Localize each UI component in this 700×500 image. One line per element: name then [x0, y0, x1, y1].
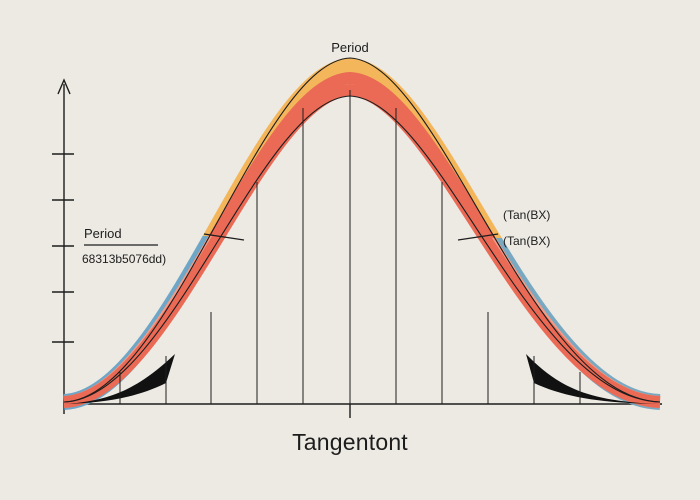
top-period-label: Period [331, 40, 369, 55]
middle-band-upper [206, 71, 497, 239]
left-code-label: 68313b5076dd) [82, 252, 167, 266]
outer-band-upper [200, 57, 503, 239]
bottom-title: Tangentont [292, 429, 408, 455]
right-tan-label-lower: (Tan(BX) [503, 234, 551, 248]
curve-bands [63, 57, 661, 410]
left-period-label: Period [84, 226, 122, 241]
y-axis [52, 78, 74, 414]
vertical-guides [119, 90, 581, 404]
annotation-marks [84, 233, 499, 246]
curve-outline [63, 57, 661, 403]
x-axis [64, 403, 662, 418]
right-tan-label-upper: (Tan(BX) [503, 208, 551, 222]
right-black-tail [526, 354, 658, 404]
left-red-band [63, 236, 227, 408]
